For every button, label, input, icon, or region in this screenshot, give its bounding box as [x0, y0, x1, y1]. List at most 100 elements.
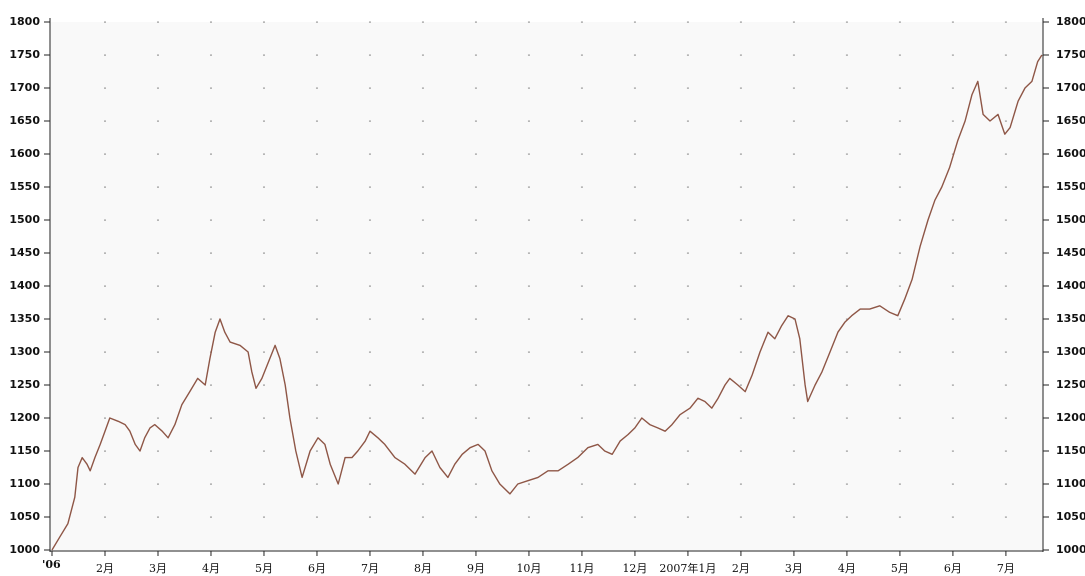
grid-dot: [421, 219, 424, 221]
grid-dots: [103, 252, 1007, 254]
grid-dots: [103, 417, 1007, 419]
grid-dot: [421, 417, 424, 419]
grid-dot: [262, 219, 265, 221]
grid-dot: [421, 384, 424, 386]
grid-dot: [262, 516, 265, 518]
grid-dot: [686, 21, 689, 23]
grid-dot: [527, 219, 530, 221]
grid-dot: [845, 21, 848, 23]
x-tick-label: 5月: [891, 562, 909, 575]
grid-dot: [633, 483, 636, 485]
y-tick-label-right: 1800: [1056, 15, 1085, 28]
grid-dot: [686, 450, 689, 452]
grid-dots: [103, 186, 1007, 188]
grid-dot: [845, 318, 848, 320]
grid-dot: [898, 54, 901, 56]
grid-dot: [527, 87, 530, 89]
grid-dot: [156, 417, 159, 419]
grid-dot: [474, 417, 477, 419]
y-tick-label: 1700: [9, 81, 40, 94]
grid-dot: [315, 120, 318, 122]
grid-dot: [633, 318, 636, 320]
grid-dot: [951, 516, 954, 518]
grid-dot: [898, 318, 901, 320]
y-tick-label: 1450: [9, 246, 40, 259]
grid-dot: [633, 54, 636, 56]
grid-dot: [421, 120, 424, 122]
grid-dot: [315, 54, 318, 56]
grid-dot: [315, 87, 318, 89]
grid-dot: [421, 21, 424, 23]
grid-dot: [209, 384, 212, 386]
grid-dot: [421, 153, 424, 155]
grid-dot: [633, 186, 636, 188]
grid-dot: [474, 351, 477, 353]
grid-dot: [845, 351, 848, 353]
grid-dot: [368, 351, 371, 353]
grid-dots: [103, 450, 1007, 452]
grid-dot: [898, 87, 901, 89]
grid-dot: [527, 21, 530, 23]
y-tick-label: 1650: [9, 114, 40, 127]
grid-dot: [262, 483, 265, 485]
grid-dot: [686, 252, 689, 254]
grid-dot: [527, 351, 530, 353]
grid-dot: [262, 153, 265, 155]
y-tick-label: 1200: [9, 411, 40, 424]
x-tick-label: 3月: [149, 562, 167, 575]
grid-dot: [421, 351, 424, 353]
grid-dot: [209, 450, 212, 452]
x-tick-label: 8月: [414, 562, 432, 575]
grid-dot: [368, 417, 371, 419]
grid-dot: [103, 351, 106, 353]
y-tick-label-right: 1400: [1056, 279, 1085, 292]
grid-dot: [368, 516, 371, 518]
grid-dot: [686, 417, 689, 419]
grid-dot: [686, 87, 689, 89]
grid-dot: [262, 285, 265, 287]
grid-dot: [845, 120, 848, 122]
grid-dot: [739, 318, 742, 320]
grid-dot: [527, 120, 530, 122]
grid-dot: [262, 120, 265, 122]
grid-dot: [474, 219, 477, 221]
grid-dot: [633, 252, 636, 254]
grid-dot: [209, 516, 212, 518]
grid-dots: [103, 219, 1007, 221]
y-tick-label-right: 1350: [1056, 312, 1085, 325]
grid-dot: [156, 351, 159, 353]
grid-dot: [156, 87, 159, 89]
grid-dot: [368, 483, 371, 485]
grid-dot: [845, 417, 848, 419]
grid-dot: [792, 153, 795, 155]
y-tick-label-right: 1250: [1056, 378, 1085, 391]
grid-dot: [209, 87, 212, 89]
grid-dot: [315, 417, 318, 419]
grid-dot: [315, 351, 318, 353]
grid-dot: [792, 87, 795, 89]
grid-dot: [527, 450, 530, 452]
grid-dots: [103, 483, 1007, 485]
grid-dot: [527, 252, 530, 254]
grid-dot: [633, 516, 636, 518]
grid-dot: [103, 318, 106, 320]
y-tick-label: 1500: [9, 213, 40, 226]
grid-dot: [1004, 219, 1007, 221]
grid-dot: [633, 450, 636, 452]
grid-dot: [633, 87, 636, 89]
grid-dot: [103, 384, 106, 386]
grid-dot: [951, 120, 954, 122]
x-tick-label: 6月: [944, 562, 962, 575]
grid-dot: [156, 318, 159, 320]
grid-dot: [1004, 252, 1007, 254]
grid-dot: [156, 252, 159, 254]
grid-dot: [1004, 87, 1007, 89]
grid-dots: [103, 384, 1007, 386]
grid-dot: [845, 87, 848, 89]
grid-dot: [474, 252, 477, 254]
grid-dot: [898, 417, 901, 419]
grid-dot: [792, 516, 795, 518]
grid-dot: [845, 285, 848, 287]
grid-dot: [262, 186, 265, 188]
